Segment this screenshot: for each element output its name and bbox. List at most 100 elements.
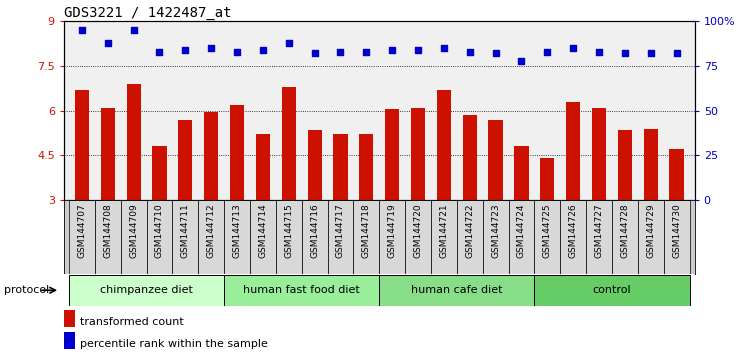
Text: GSM144708: GSM144708 xyxy=(104,204,113,258)
Text: GSM144719: GSM144719 xyxy=(388,204,397,258)
Bar xyxy=(327,200,354,274)
Bar xyxy=(121,200,146,274)
Point xyxy=(463,49,475,55)
Text: GDS3221 / 1422487_at: GDS3221 / 1422487_at xyxy=(64,6,231,20)
Bar xyxy=(95,200,121,274)
Text: GSM144710: GSM144710 xyxy=(155,204,164,258)
Point xyxy=(179,47,192,53)
Bar xyxy=(64,309,75,327)
Bar xyxy=(488,120,502,200)
Bar xyxy=(618,130,632,200)
Bar xyxy=(431,200,457,274)
Point xyxy=(257,47,269,53)
Bar xyxy=(198,200,224,274)
Bar xyxy=(405,200,431,274)
Bar xyxy=(483,200,508,274)
Bar xyxy=(592,108,606,200)
Text: GSM144714: GSM144714 xyxy=(258,204,267,258)
Bar xyxy=(302,200,327,274)
Bar xyxy=(64,332,75,349)
Text: GSM144713: GSM144713 xyxy=(233,204,242,258)
Text: GSM144717: GSM144717 xyxy=(336,204,345,258)
Point xyxy=(593,49,605,55)
Text: GSM144709: GSM144709 xyxy=(129,204,138,258)
Text: transformed count: transformed count xyxy=(80,316,183,326)
Text: GSM144729: GSM144729 xyxy=(646,204,655,258)
Point xyxy=(231,49,243,55)
Bar xyxy=(69,200,95,274)
Bar xyxy=(359,135,373,200)
Bar xyxy=(224,200,250,274)
Text: percentile rank within the sample: percentile rank within the sample xyxy=(80,339,267,349)
Point xyxy=(671,51,683,56)
Point xyxy=(283,40,295,46)
Bar xyxy=(411,108,425,200)
Bar xyxy=(204,112,219,200)
Text: GSM144711: GSM144711 xyxy=(181,204,190,258)
Point xyxy=(438,45,450,51)
Bar xyxy=(586,200,612,274)
Point xyxy=(412,47,424,53)
Bar xyxy=(173,200,198,274)
Text: human cafe diet: human cafe diet xyxy=(411,285,502,295)
Text: GSM144723: GSM144723 xyxy=(491,204,500,258)
Text: GSM144726: GSM144726 xyxy=(569,204,578,258)
Text: GSM144716: GSM144716 xyxy=(310,204,319,258)
Text: GSM144727: GSM144727 xyxy=(595,204,604,258)
Bar xyxy=(146,200,173,274)
Bar xyxy=(126,84,140,200)
Bar xyxy=(230,105,244,200)
Bar xyxy=(69,275,224,306)
Text: control: control xyxy=(593,285,632,295)
Point xyxy=(153,49,165,55)
Bar xyxy=(101,108,115,200)
Point xyxy=(334,49,346,55)
Point xyxy=(541,49,553,55)
Point xyxy=(102,40,114,46)
Point xyxy=(205,45,217,51)
Bar xyxy=(664,200,689,274)
Text: human fast food diet: human fast food diet xyxy=(243,285,360,295)
Bar xyxy=(457,200,483,274)
Point xyxy=(567,45,579,51)
Bar xyxy=(250,200,276,274)
Bar xyxy=(669,149,683,200)
Text: GSM144720: GSM144720 xyxy=(414,204,423,258)
Text: protocol: protocol xyxy=(4,285,49,295)
Text: GSM144725: GSM144725 xyxy=(543,204,552,258)
Bar xyxy=(379,275,535,306)
Bar xyxy=(644,129,658,200)
Point xyxy=(360,49,372,55)
Point xyxy=(490,51,502,56)
Bar xyxy=(612,200,638,274)
Bar xyxy=(282,87,296,200)
Point xyxy=(619,51,631,56)
Bar xyxy=(224,275,379,306)
Text: GSM144722: GSM144722 xyxy=(465,204,474,258)
Bar xyxy=(535,275,689,306)
Point xyxy=(309,51,321,56)
Bar xyxy=(638,200,664,274)
Bar xyxy=(535,200,560,274)
Text: GSM144707: GSM144707 xyxy=(77,204,86,258)
Point xyxy=(76,27,88,33)
Text: GSM144712: GSM144712 xyxy=(207,204,216,258)
Text: GSM144730: GSM144730 xyxy=(672,204,681,258)
Point xyxy=(128,27,140,33)
Bar xyxy=(566,102,581,200)
Bar xyxy=(178,120,192,200)
Bar xyxy=(354,200,379,274)
Point xyxy=(644,51,656,56)
Bar xyxy=(560,200,586,274)
Bar xyxy=(276,200,302,274)
Bar xyxy=(379,200,405,274)
Bar xyxy=(540,158,554,200)
Bar xyxy=(437,90,451,200)
Bar xyxy=(463,115,477,200)
Text: GSM144728: GSM144728 xyxy=(620,204,629,258)
Point xyxy=(386,47,398,53)
Bar xyxy=(514,147,529,200)
Point xyxy=(515,58,527,63)
Bar xyxy=(385,109,400,200)
Text: GSM144718: GSM144718 xyxy=(362,204,371,258)
